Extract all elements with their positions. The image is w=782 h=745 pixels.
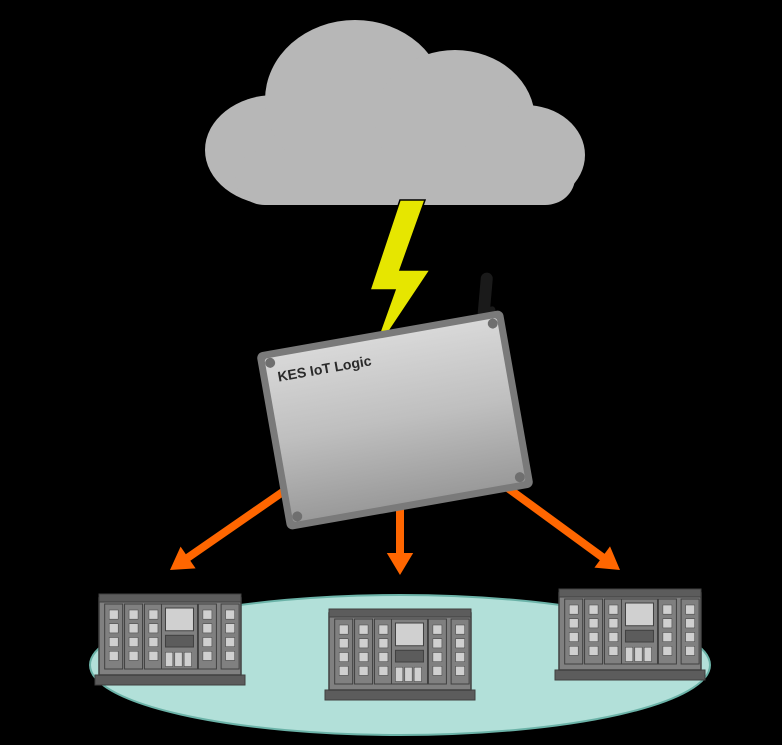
plc-unit [325,609,475,700]
plc-unit [95,594,245,685]
cloud-icon [205,20,585,205]
plc-unit [555,589,705,680]
diagram-svg: KES IoT Logic [0,0,782,745]
diagram-stage: KES IoT Logic [0,0,782,745]
arrow-head-icon [387,553,413,575]
